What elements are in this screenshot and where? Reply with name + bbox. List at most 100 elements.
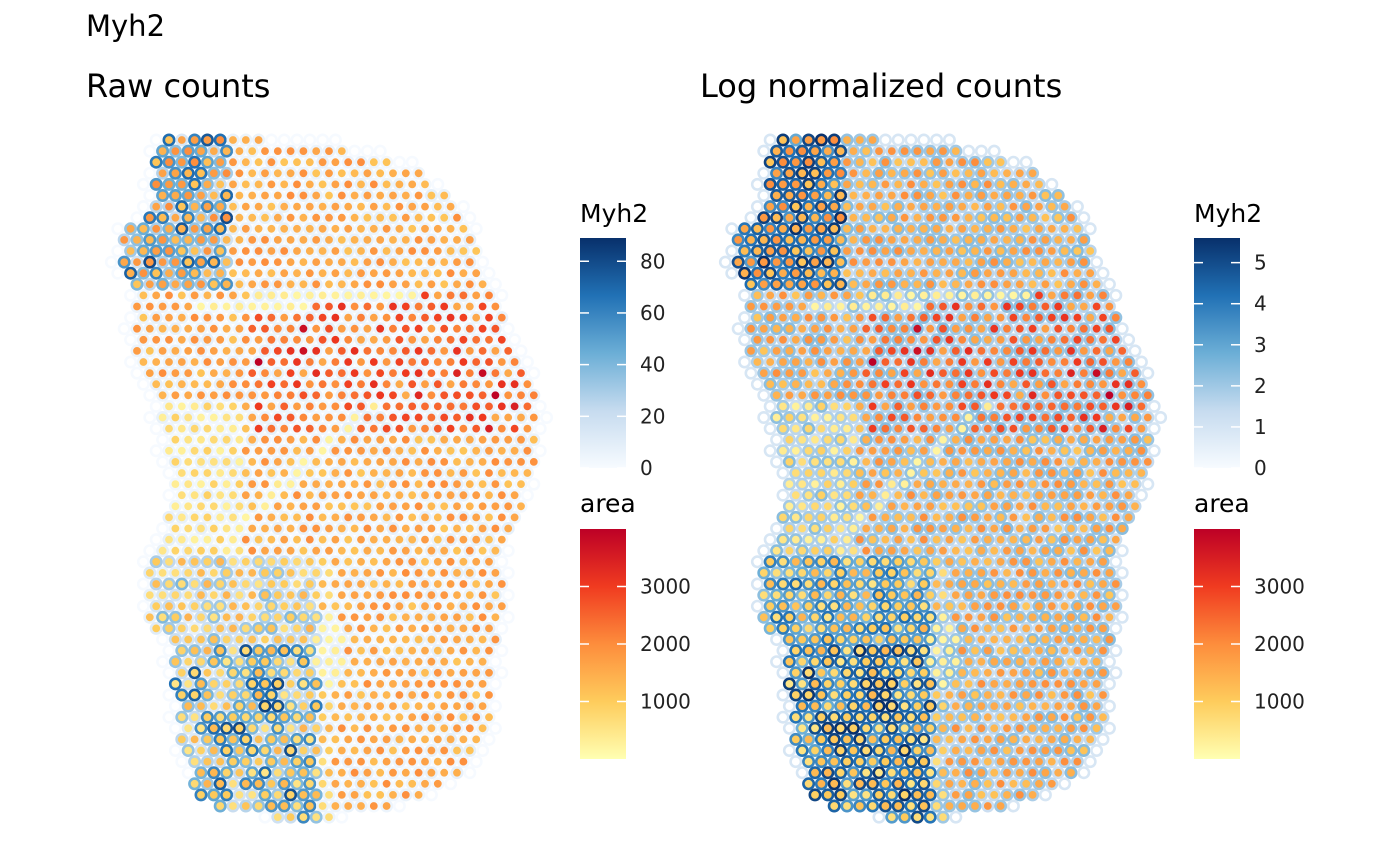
spot [1045, 666, 1059, 680]
spot [335, 299, 349, 313]
spot [450, 544, 464, 558]
spot [328, 266, 342, 280]
spot [277, 244, 291, 258]
spot [802, 422, 816, 436]
spot [405, 200, 419, 214]
spot [367, 555, 381, 569]
spot [1070, 732, 1084, 746]
spot [508, 466, 522, 480]
spot [1077, 366, 1091, 380]
spot [469, 288, 483, 302]
spot [456, 599, 470, 613]
spot [130, 322, 144, 336]
spot [1006, 577, 1020, 591]
spot [1058, 377, 1072, 391]
spot [412, 211, 426, 225]
spot [866, 510, 880, 524]
spot [885, 566, 899, 580]
spot [149, 222, 163, 236]
spot [866, 710, 880, 724]
spot [488, 433, 502, 447]
spot [968, 288, 982, 302]
spot [770, 455, 784, 469]
spot [802, 732, 816, 746]
spot [194, 699, 208, 713]
spot [1058, 621, 1072, 635]
spot [328, 133, 342, 147]
spot [1032, 777, 1046, 791]
spot [181, 299, 195, 313]
spot [392, 266, 406, 280]
spot [469, 266, 483, 280]
spot [162, 355, 176, 369]
spot [1090, 655, 1104, 669]
spot [923, 699, 937, 713]
spot [354, 288, 368, 302]
spot [527, 433, 541, 447]
spot [156, 189, 170, 203]
spot [239, 377, 253, 391]
spot [367, 311, 381, 325]
spot [213, 244, 227, 258]
spot [508, 377, 522, 391]
spot [808, 322, 822, 336]
spot [1006, 799, 1020, 813]
spot [757, 344, 771, 358]
spot [1006, 710, 1020, 724]
spot [303, 155, 317, 169]
spot [111, 222, 125, 236]
spot [1038, 189, 1052, 203]
spot [846, 566, 860, 580]
spot [412, 233, 426, 247]
spot [936, 455, 950, 469]
spot [802, 599, 816, 613]
spot [1134, 466, 1148, 480]
spot [1032, 732, 1046, 746]
spot [284, 277, 298, 291]
spot [258, 721, 272, 735]
spot [885, 610, 899, 624]
spot [891, 288, 905, 302]
spot [949, 699, 963, 713]
spot [859, 766, 873, 780]
spot [1134, 488, 1148, 502]
spot [252, 288, 266, 302]
spot [501, 499, 515, 513]
spot [891, 133, 905, 147]
spot [175, 200, 189, 214]
spot [444, 644, 458, 658]
spot [156, 366, 170, 380]
spot [757, 366, 771, 380]
spot [264, 644, 278, 658]
spot [840, 266, 854, 280]
spot [386, 344, 400, 358]
spot [354, 399, 368, 413]
spot [955, 688, 969, 702]
spot [994, 688, 1008, 702]
spot [1026, 433, 1040, 447]
spot [533, 444, 547, 458]
spot [840, 577, 854, 591]
spot [981, 666, 995, 680]
spot [277, 732, 291, 746]
spot [316, 288, 330, 302]
spot [399, 521, 413, 535]
spot [162, 377, 176, 391]
spot [917, 666, 931, 680]
spot [878, 577, 892, 591]
spot [232, 277, 246, 291]
spot [1090, 366, 1104, 380]
spot [181, 455, 195, 469]
spot [168, 388, 182, 402]
spot [399, 588, 413, 602]
spot [1026, 166, 1040, 180]
spot [188, 266, 202, 280]
spot [232, 788, 246, 802]
spot [258, 588, 272, 602]
spot [226, 444, 240, 458]
spot [399, 788, 413, 802]
spot [424, 366, 438, 380]
spot [795, 410, 809, 424]
spot [917, 777, 931, 791]
spot [1000, 433, 1014, 447]
